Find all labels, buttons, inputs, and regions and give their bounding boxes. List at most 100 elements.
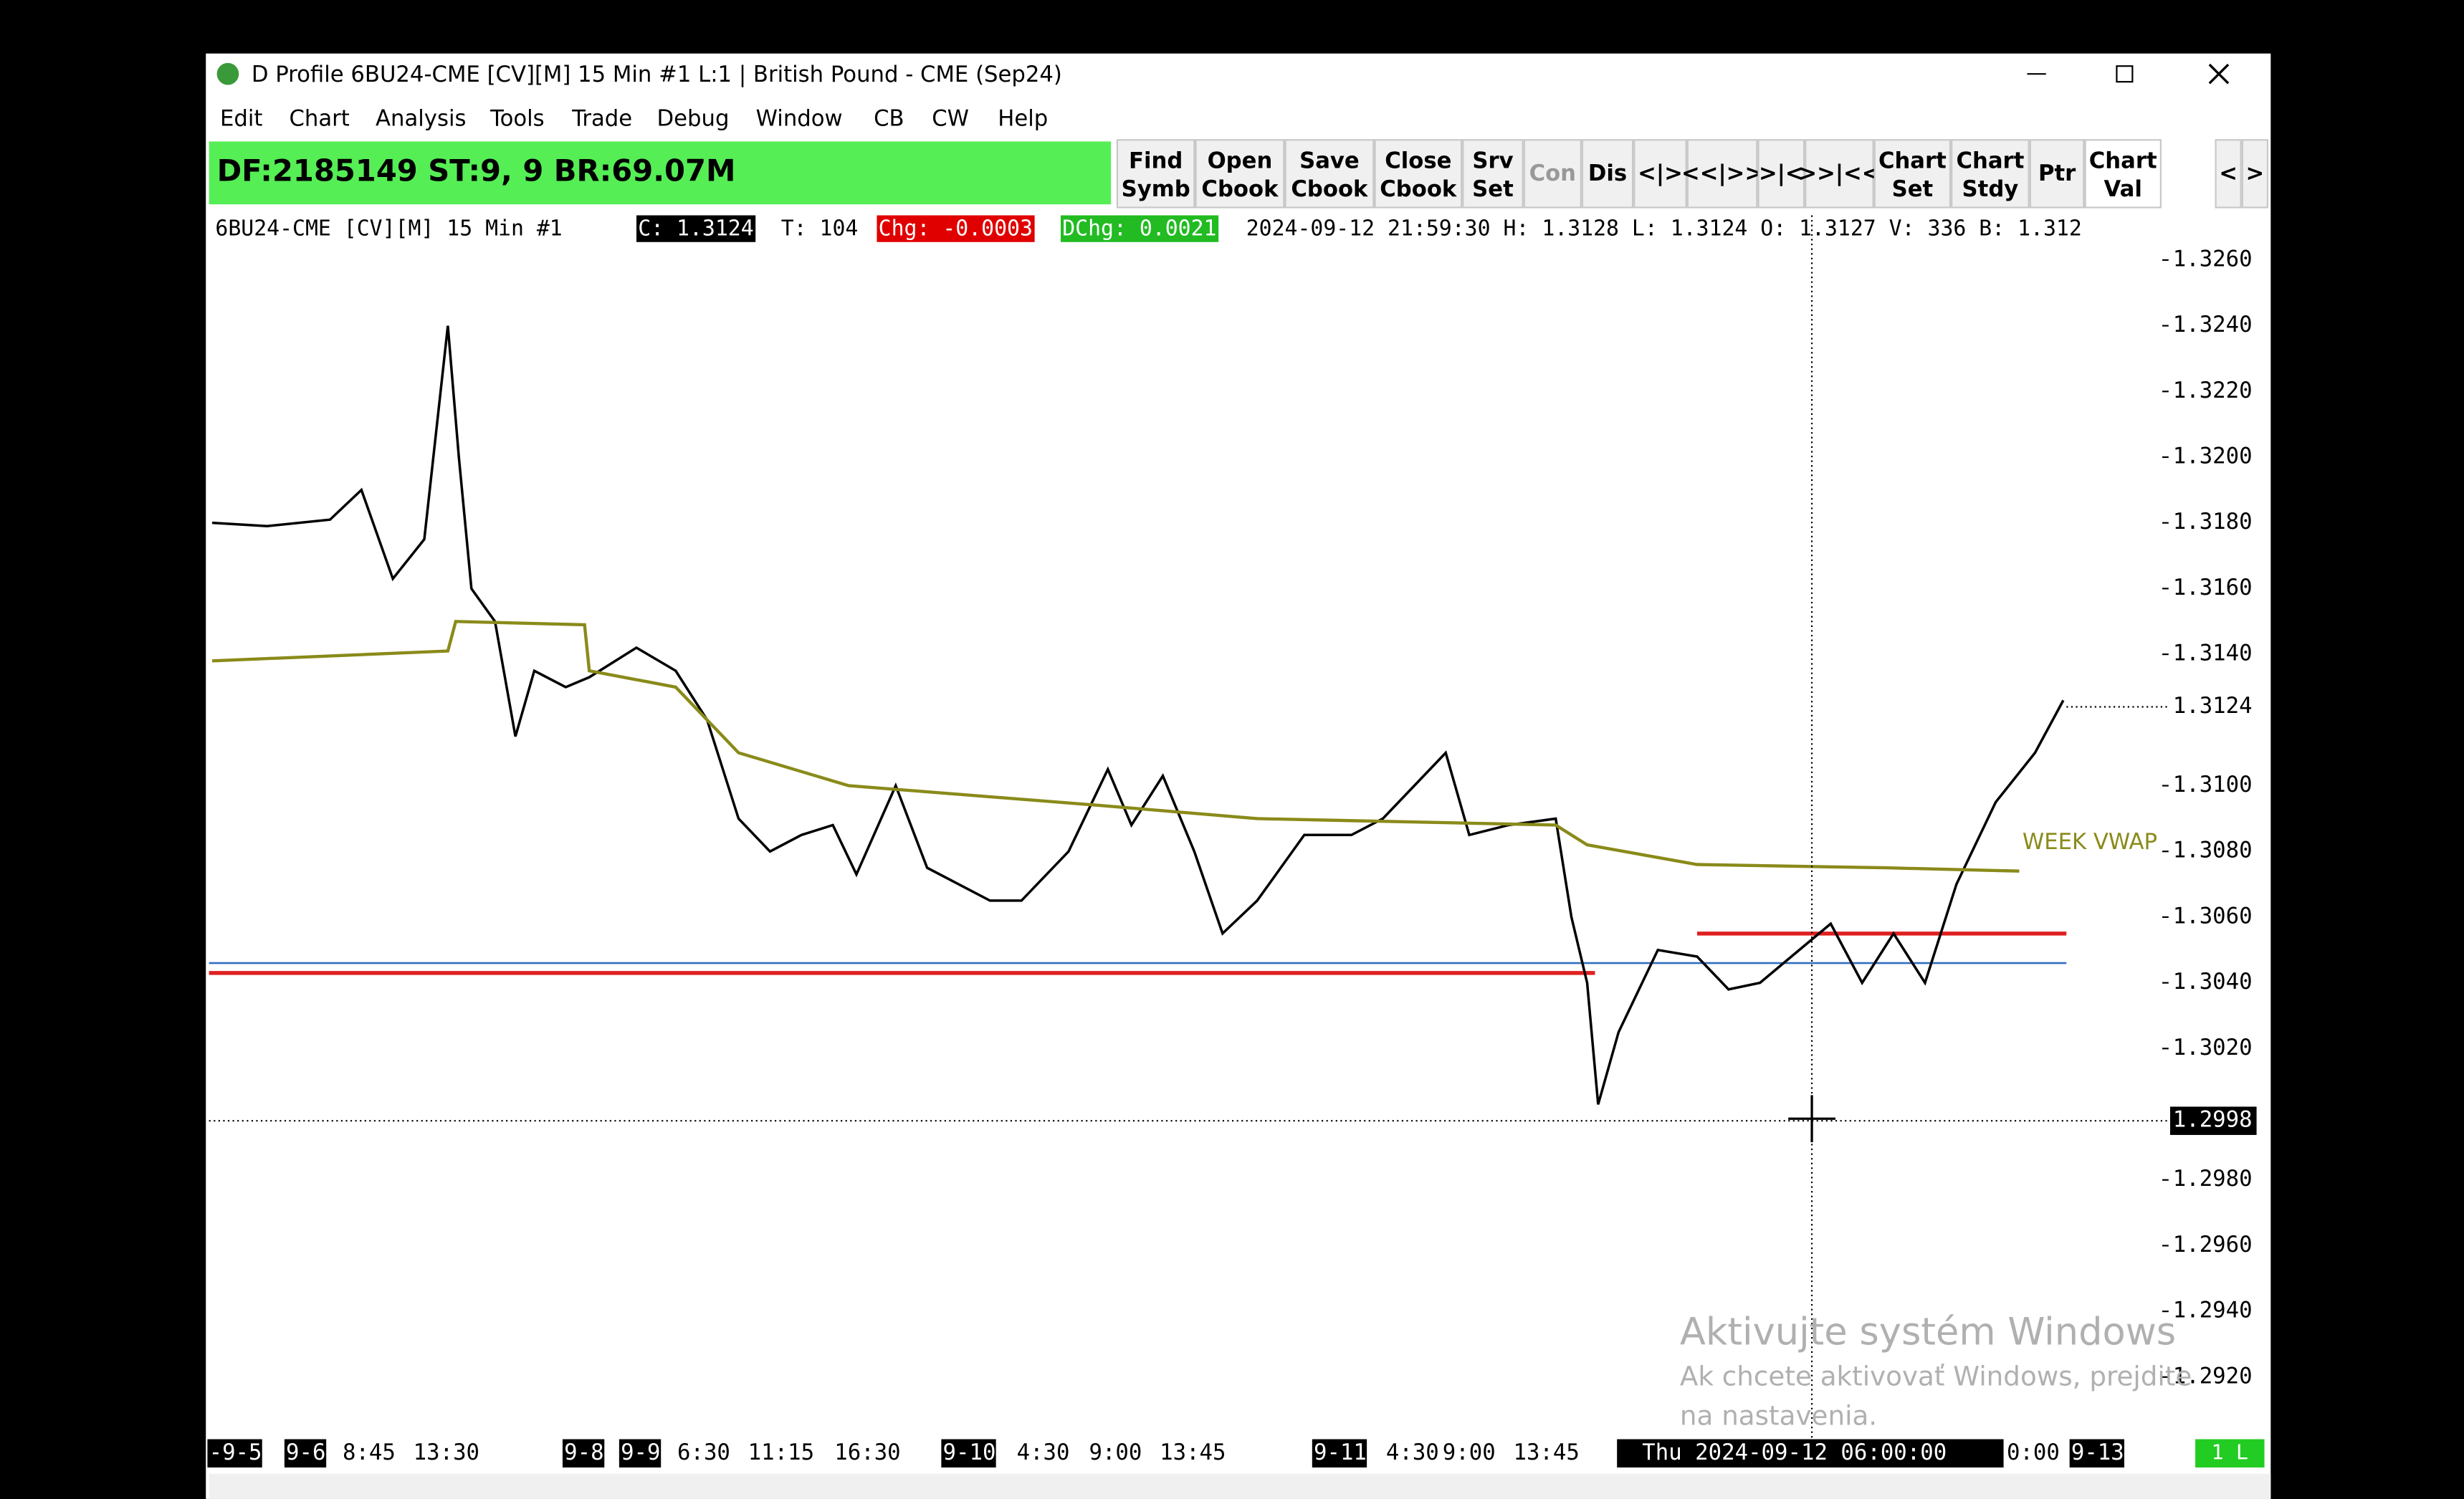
menu-item[interactable]: CW (932, 106, 969, 131)
window (206, 53, 2271, 1499)
time-label-bg (941, 1439, 996, 1468)
y-tick-label: 1.3220 (2173, 378, 2253, 403)
badge-bg (2195, 1439, 2265, 1468)
status-box: DF:2185149 ST:9, 9 BR:69.07M (217, 153, 736, 188)
watermark: Ak chcete aktivovať Windows, prejdite (1680, 1361, 2192, 1392)
button-label: Set (1892, 177, 1934, 202)
toolbar-button[interactable] (1873, 139, 1952, 209)
button-label: Save (1299, 148, 1360, 173)
button-label: Symb (1122, 177, 1190, 202)
corner-badge: 1 L (2212, 1440, 2248, 1464)
button-label: > (2246, 161, 2265, 186)
menu-item[interactable]: Help (998, 106, 1048, 131)
menu-item[interactable]: CB (874, 106, 904, 131)
toolbar-button[interactable] (2215, 139, 2242, 209)
menu-item[interactable]: Chart (289, 106, 349, 131)
button-label: Open (1208, 148, 1273, 173)
button-label: Cbook (1380, 177, 1457, 202)
info-text: 6BU24-CME [CV][M] 15 Min #1 (215, 216, 562, 241)
price-marker-label: 1.3124 (2173, 694, 2253, 719)
toolbar-button[interactable] (1686, 139, 1758, 209)
toolbar-button[interactable] (1195, 139, 1285, 209)
button-label: Val (2104, 177, 2142, 202)
time-label: 4:30 (1017, 1440, 1070, 1465)
time-label: -9-5 (209, 1440, 262, 1465)
button-label: Set (1472, 177, 1514, 202)
toolbar-button[interactable] (2241, 139, 2269, 209)
time-label: 13:30 (414, 1440, 479, 1465)
button-label: Con (1529, 161, 1576, 186)
time-label: 9-10 (943, 1440, 996, 1465)
menu-item[interactable]: Window (756, 106, 843, 131)
y-tick-label: 1.3160 (2173, 575, 2253, 600)
toolbar-button[interactable] (2084, 139, 2162, 209)
toolbar-button[interactable] (1374, 139, 1463, 209)
button-label: Close (1385, 148, 1451, 173)
y-tick-label: 1.3140 (2173, 641, 2253, 666)
app-icon (216, 62, 239, 85)
info-highlight (636, 215, 756, 242)
button-label: >>|<< (1798, 161, 1880, 186)
cursor (1788, 1095, 1835, 1143)
time-label: 9-9 (621, 1440, 660, 1465)
restore[interactable] (2116, 65, 2134, 83)
toolbar-button[interactable] (1116, 139, 1195, 209)
time-label: 9:00 (1089, 1440, 1142, 1465)
y-tick-label: 1.3060 (2173, 904, 2253, 929)
button-label: Cbook (1201, 177, 1279, 202)
button-label: <|> (1638, 161, 1683, 186)
time-label-bg (284, 1439, 327, 1468)
toolbar-button[interactable] (1462, 139, 1524, 209)
toolbar-button[interactable] (1284, 139, 1375, 209)
time-label-bg (207, 1439, 262, 1468)
info-text: 2024-09-12 21:59:30 H: 1.3128 L: 1.3124 … (1246, 216, 2082, 241)
price-marker-label: 1.2998 (2173, 1108, 2253, 1133)
series-label: WEEK VWAP (2023, 830, 2157, 855)
y-tick-label: 1.3100 (2173, 772, 2253, 798)
menu-item[interactable]: Trade (571, 106, 632, 131)
menu-item[interactable]: Edit (220, 106, 262, 131)
time-label: 8:45 (343, 1440, 396, 1465)
time-label: 9-11 (1314, 1440, 1367, 1465)
time-label: 9:00 (1443, 1440, 1496, 1465)
y-tick-label: 1.3240 (2173, 312, 2253, 337)
watermark: Aktivujte systém Windows (1680, 1310, 2176, 1354)
time-label: 11:15 (748, 1440, 814, 1465)
toolbar-button[interactable] (2029, 139, 2085, 209)
info-text: Chg: -0.0003 (879, 216, 1033, 241)
time-label-bg (619, 1439, 662, 1468)
time-label: Thu 2024-09-12 06:00:00 (1642, 1440, 1947, 1465)
toolbar-button[interactable] (1757, 139, 1805, 209)
time-label: 9-6 (286, 1440, 325, 1465)
time-label: 9-8 (564, 1440, 603, 1465)
info-highlight (877, 215, 1035, 242)
menu-item[interactable]: Analysis (376, 106, 466, 131)
time-label: 16:30 (834, 1440, 900, 1465)
y-tick-label: 1.2940 (2173, 1298, 2253, 1323)
button-label: <<|>> (1681, 161, 1763, 186)
toolbar-button[interactable] (1805, 139, 1874, 209)
toolbar-button[interactable] (1581, 139, 1634, 209)
y-tick-label: 1.2960 (2173, 1232, 2253, 1258)
time-label: 9-13 (2071, 1440, 2124, 1465)
cursor-time-bg (1617, 1439, 2004, 1468)
y-tick-label: 1.3260 (2173, 246, 2253, 272)
close[interactable] (2208, 63, 2230, 85)
y-tick-label: 1.3080 (2173, 838, 2253, 863)
menu-item[interactable]: Tools (490, 106, 545, 131)
series-line (211, 620, 2020, 873)
info-highlight (1061, 215, 1219, 242)
toolbar-button[interactable] (1633, 139, 1687, 209)
series-line (211, 325, 2065, 1105)
time-label: 13:45 (1513, 1440, 1579, 1465)
button-label: >|< (1759, 161, 1804, 186)
button-label: Srv (1472, 148, 1513, 173)
toolbar-button[interactable] (1523, 139, 1582, 209)
toolbar-button[interactable] (1951, 139, 2030, 209)
status-bg (209, 141, 1112, 205)
y-tick-label: 1.3020 (2173, 1035, 2253, 1060)
button-label: Stdy (1962, 177, 2019, 202)
menu-item[interactable]: Debug (657, 106, 730, 131)
